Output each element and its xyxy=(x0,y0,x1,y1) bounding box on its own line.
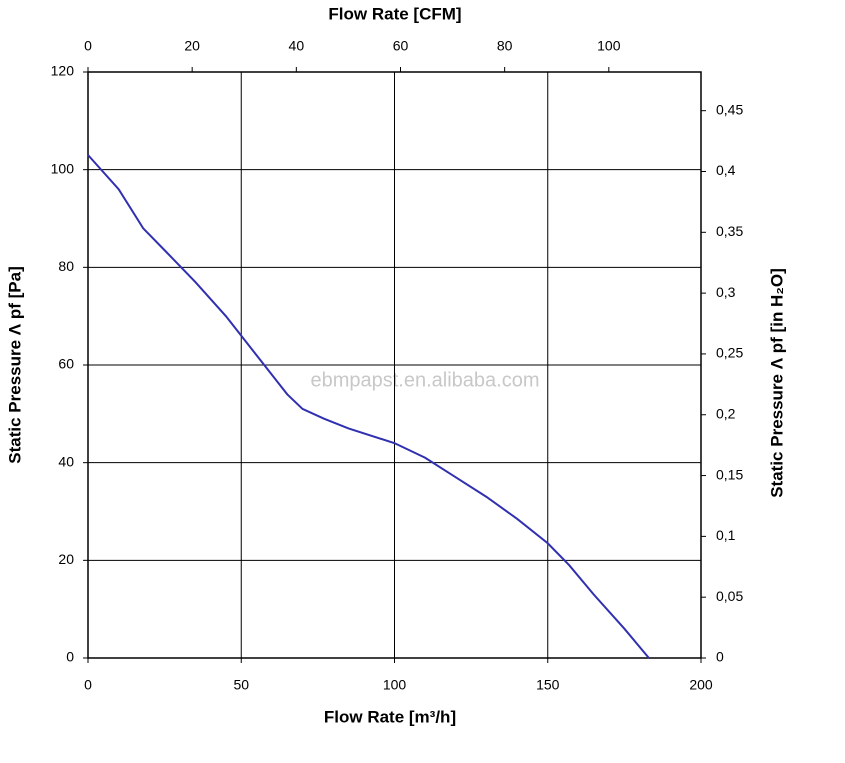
x-tick-label: 200 xyxy=(689,677,713,693)
y2-tick-label: 0,45 xyxy=(716,101,743,117)
top-axis-title: Flow Rate [CFM] xyxy=(328,4,461,23)
x-tick-label: 100 xyxy=(383,677,407,693)
curve xyxy=(87,154,650,659)
y2-tick-label: 0,2 xyxy=(716,405,736,421)
x2-tick-label: 100 xyxy=(597,38,621,54)
y2-tick-label: 0,15 xyxy=(716,466,743,482)
y-tick-label: 80 xyxy=(58,258,74,274)
y2-tick-label: 0,25 xyxy=(716,345,743,361)
y2-tick-label: 0,4 xyxy=(716,162,736,178)
x-tick-label: 0 xyxy=(84,677,92,693)
y-tick-label: 60 xyxy=(58,356,74,372)
y2-tick-label: 0,05 xyxy=(716,588,743,604)
x2-tick-label: 60 xyxy=(393,38,409,54)
y2-tick-label: 0,1 xyxy=(716,527,736,543)
y-tick-label: 120 xyxy=(51,63,75,79)
watermark: ebmpapst.en.alibaba.com xyxy=(310,369,539,391)
y-tick-label: 40 xyxy=(58,453,74,469)
x2-tick-label: 80 xyxy=(497,38,513,54)
y2-tick-label: 0,3 xyxy=(716,284,736,300)
y2-axis-title: Static Pressure Λ pf [in H₂O] xyxy=(767,268,786,498)
x-tick-label: 50 xyxy=(233,677,249,693)
plot-frame xyxy=(87,71,702,659)
x2-tick-label: 20 xyxy=(184,38,200,54)
y2-tick-label: 0,35 xyxy=(716,223,743,239)
y2-tick-label: 0 xyxy=(716,649,724,665)
y-tick-label: 0 xyxy=(66,649,74,665)
y-axis-title: Static Pressure Λ pf [Pa] xyxy=(5,266,24,463)
y-tick-label: 20 xyxy=(58,551,74,567)
y-tick-label: 100 xyxy=(51,160,75,176)
x-axis-title: Flow Rate [m³/h] xyxy=(324,707,456,726)
x2-tick-label: 0 xyxy=(84,38,92,54)
x2-tick-label: 40 xyxy=(289,38,305,54)
x-tick-label: 150 xyxy=(536,677,560,693)
